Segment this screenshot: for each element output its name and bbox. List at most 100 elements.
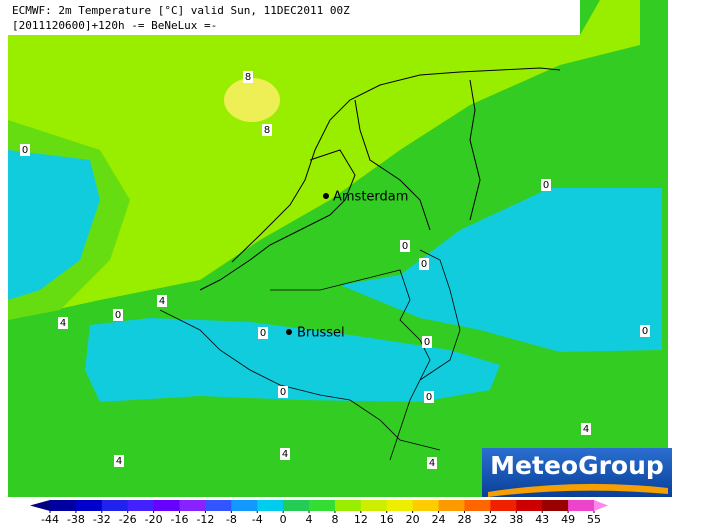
colorbar-tick-label: 32 (483, 513, 497, 525)
colorbar-segment (516, 500, 543, 511)
header-line: ECMWF: 2m Temperature [°C] valid Sun, 11… (12, 4, 350, 17)
contour-label: 4 (282, 449, 288, 460)
colorbar-segment (75, 500, 103, 511)
contour-label-box (278, 386, 288, 398)
contour-label: 4 (159, 296, 165, 307)
contour-label: 0 (543, 180, 549, 191)
contour-label: 0 (402, 241, 408, 252)
contour-label-box (58, 317, 68, 329)
contour-label: 4 (429, 458, 435, 469)
colorbar-tick-label: 20 (406, 513, 420, 525)
field-cold-sea (8, 150, 100, 300)
contour-label: 8 (245, 72, 251, 83)
colorbar-tick-label: 16 (380, 513, 394, 525)
colorbar-segment (257, 500, 284, 511)
contour-label: 0 (115, 310, 121, 321)
contour-label: 4 (583, 424, 589, 435)
contour-label: 0 (424, 337, 430, 348)
coastline (199, 67, 561, 291)
colorbar-segment (334, 500, 362, 511)
colorbar-tick-label: 55 (587, 513, 601, 525)
field-cold-south (85, 318, 500, 402)
contour-label-box (400, 240, 410, 252)
city-label: Brussel (297, 326, 345, 341)
contour-label-box (424, 391, 434, 403)
colorbar-tick-label: -20 (145, 513, 163, 525)
colorbar-tick-label: 24 (432, 513, 446, 525)
contour-label-box (541, 179, 551, 191)
colorbar-tick-label: -12 (196, 513, 214, 525)
contour-label-box (640, 325, 650, 337)
contour-label-box (280, 448, 290, 460)
header-line: [2011120600]+120h -= BeNeLux =- (12, 19, 217, 32)
colorbar-segment (490, 500, 517, 511)
colorbar-tick-label: 43 (535, 513, 549, 525)
colorbar-tick-label: -38 (67, 513, 85, 525)
map-field (8, 0, 668, 497)
colorbar-tick-label: 12 (354, 513, 368, 525)
field-warm-zone (8, 0, 640, 320)
contour-label-box (157, 295, 167, 307)
colorbar-segment (231, 500, 258, 511)
colorbar-tick-label: -44 (41, 513, 59, 525)
logo-swoosh (488, 483, 668, 497)
contour-label-box (258, 327, 268, 339)
contour-label: 0 (426, 392, 432, 403)
colorbar-segment (412, 500, 440, 511)
contour-label-box (419, 258, 429, 270)
contour-label: 0 (421, 259, 427, 270)
colorbar-segment (464, 500, 491, 511)
colorbar-segment (127, 500, 155, 511)
contour-label-box (114, 455, 124, 467)
colorbar-segment (153, 500, 181, 511)
colorbar-end (594, 500, 608, 511)
colorbar-tick-label: 0 (280, 513, 287, 525)
colorbar-segment (101, 500, 129, 511)
contour-label-box (113, 309, 123, 321)
colorbar-tick-label: 38 (509, 513, 523, 525)
colorbar-end (30, 500, 50, 511)
colorbar-tick-label: -16 (171, 513, 189, 525)
colorbar-segment (309, 500, 336, 511)
colorbar-segment (386, 500, 414, 511)
colorbar-segment (360, 500, 388, 511)
colorbar-segment (283, 500, 310, 511)
colorbar-tick-label: -8 (226, 513, 237, 525)
colorbar-segment (179, 500, 206, 511)
colorbar-segment (542, 500, 569, 511)
city-marker (286, 329, 292, 335)
contour-label: 0 (260, 328, 266, 339)
contour-label: 4 (116, 456, 122, 467)
contour-label-box (422, 336, 432, 348)
border (159, 249, 461, 461)
contour-label-box (262, 124, 272, 136)
colorbar-segment (205, 500, 232, 511)
colorbar-tick-label: 28 (457, 513, 471, 525)
logo: MeteoGroup (482, 448, 672, 497)
colorbar-tick-label: -4 (252, 513, 263, 525)
logo-text: MeteoGroup (490, 451, 664, 480)
field-warm-spot (224, 78, 280, 122)
contour-label: 8 (264, 125, 270, 136)
city-label: Amsterdam (333, 190, 408, 205)
colorbar-tick-label: 4 (306, 513, 313, 525)
colorbar-tick-label: -26 (119, 513, 137, 525)
contour-label-box (581, 423, 591, 435)
colorbar-segment (438, 500, 465, 511)
header-box (8, 0, 580, 35)
contour-label: 0 (642, 326, 648, 337)
colorbar-segment (568, 500, 595, 511)
contour-label: 0 (22, 145, 28, 156)
contour-label: 0 (280, 387, 286, 398)
colorbar-segment (50, 500, 77, 511)
contour-label: 4 (60, 318, 66, 329)
city-marker (323, 193, 329, 199)
contour-label-box (20, 144, 30, 156)
colorbar-tick-label: 8 (331, 513, 338, 525)
colorbar-tick-label: -32 (93, 513, 111, 525)
colorbar-tick-label: 49 (561, 513, 575, 525)
contour-label-box (243, 71, 253, 83)
field-cold-east (340, 188, 662, 352)
contour-label-box (427, 457, 437, 469)
